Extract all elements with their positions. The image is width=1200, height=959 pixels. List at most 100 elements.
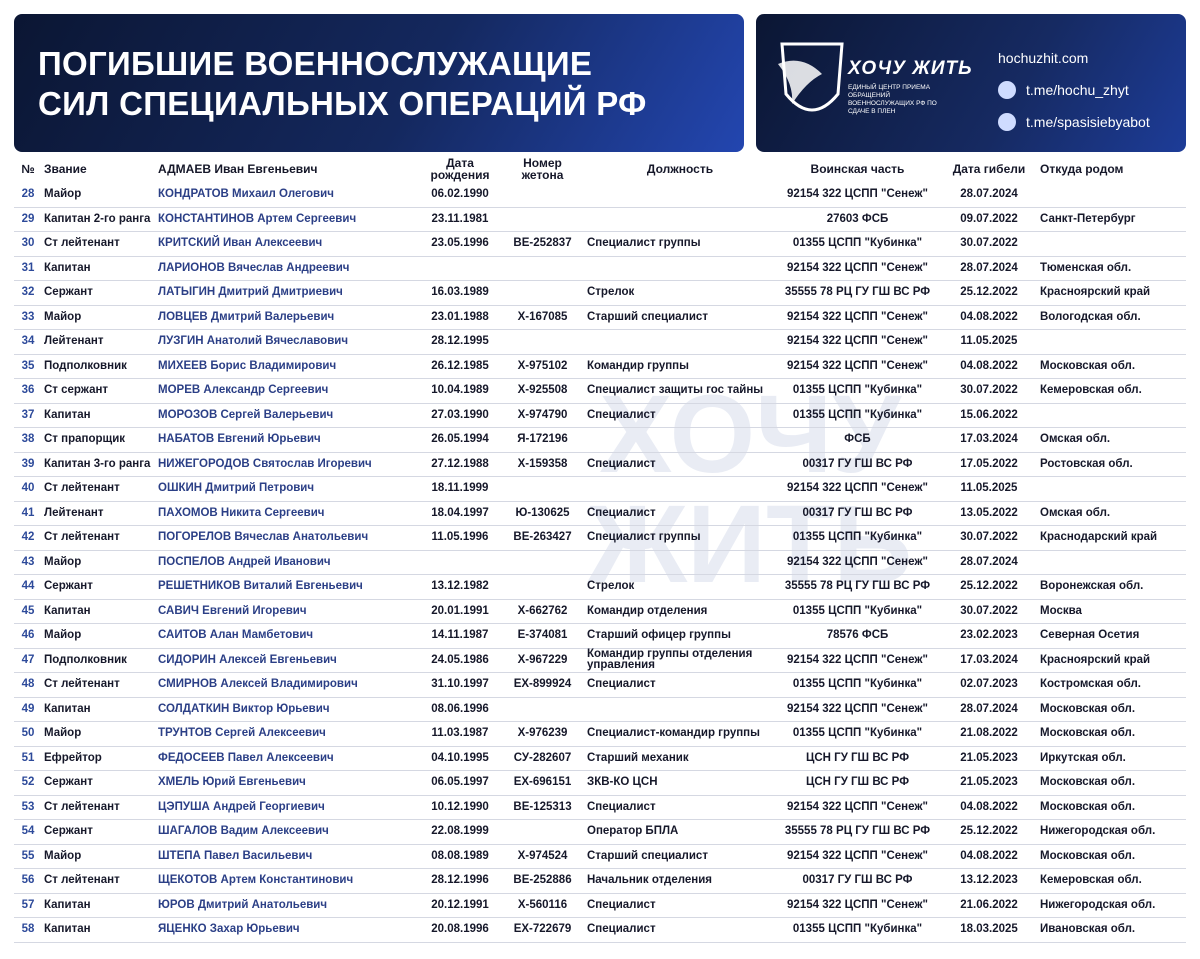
rank: Подполковник	[42, 648, 156, 673]
rank: Капитан	[42, 403, 156, 428]
origin	[1038, 231, 1186, 257]
tag-number: ЕХ-696151	[500, 770, 585, 796]
position: Старший специалист	[585, 844, 775, 869]
table-row: 42 Ст лейтенант ПОГОРЕЛОВ Вячеслав Анатоль…	[14, 525, 1186, 551]
death-date: 21.05.2023	[940, 746, 1038, 771]
column-header: Воинская часть	[810, 162, 905, 176]
birth-date: 20.12.1991	[420, 893, 500, 918]
origin	[1038, 476, 1186, 502]
full-name: ПОСПЕЛОВ Андрей Иванович	[156, 550, 420, 575]
table-row: 44 Сержант РЕШЕТНИКОВ Виталий Евгеньевич 13…	[14, 574, 1186, 600]
logo-emblem	[778, 42, 844, 112]
origin: Московская обл.	[1038, 844, 1186, 869]
military-unit: 92154 322 ЦСПП "Сенеж"	[775, 893, 940, 918]
rank: Капитан	[42, 893, 156, 918]
row-number: 46	[14, 623, 42, 649]
telegram-icon	[998, 113, 1016, 131]
rank: Ст лейтенант	[42, 868, 156, 894]
position: Старший специалист	[585, 305, 775, 330]
link-text[interactable]: t.me/spasisiebyabot	[1026, 114, 1150, 130]
death-date: 25.12.2022	[940, 574, 1038, 600]
full-name: ШТЕПА Павел Васильевич	[156, 844, 420, 869]
column-header: Звание	[44, 162, 87, 176]
table-row: 48 Ст лейтенант СМИРНОВ Алексей Владимиров…	[14, 672, 1186, 698]
tag-number: Х-967229	[500, 648, 585, 673]
table-row: 34 Лейтенант ЛУЗГИН Анатолий Вячеславович 2…	[14, 329, 1186, 355]
military-unit: 01355 ЦСПП "Кубинка"	[775, 599, 940, 624]
death-date: 04.08.2022	[940, 844, 1038, 869]
death-date: 30.07.2022	[940, 231, 1038, 257]
column-header: Дата гибели	[952, 162, 1026, 176]
military-unit: ЦСН ГУ ГШ ВС РФ	[775, 746, 940, 771]
row-number: 43	[14, 550, 42, 575]
birth-date: 22.08.1999	[420, 819, 500, 845]
table-row: 49 Капитан СОЛДАТКИН Виктор Юрьевич 08.06.1…	[14, 697, 1186, 722]
tag-number: ВЕ-125313	[500, 795, 585, 820]
position: Специалист защиты гос тайны	[585, 378, 775, 404]
military-unit: ЦСН ГУ ГШ ВС РФ	[775, 770, 940, 796]
column-header: Должность	[646, 162, 714, 176]
origin: Нижегородская обл.	[1038, 893, 1186, 918]
birth-date: 10.12.1990	[420, 795, 500, 820]
title-line: ПОГИБШИЕ ВОЕННОСЛУЖАЩИЕ	[38, 45, 593, 82]
death-date: 21.08.2022	[940, 721, 1038, 747]
link[interactable]: hochuzhit.com	[998, 42, 1150, 74]
table-row: 47 Подполковник СИДОРИН Алексей Евгеньевич…	[14, 648, 1186, 673]
full-name: СОЛДАТКИН Виктор Юрьевич	[156, 697, 420, 722]
full-name: РЕШЕТНИКОВ Виталий Евгеньевич	[156, 574, 420, 600]
telegram-icon	[998, 81, 1016, 99]
row-number: 50	[14, 721, 42, 747]
birth-date: 08.08.1989	[420, 844, 500, 869]
position: Стрелок	[585, 280, 775, 306]
logo-subtitle: ЕДИНЫЙ ЦЕНТР ПРИЕМА ОБРАЩЕНИЙ ВОЕННОСЛУЖ…	[848, 84, 937, 115]
row-number: 55	[14, 844, 42, 869]
birth-date: 11.03.1987	[420, 721, 500, 747]
origin: Красноярский край	[1038, 648, 1186, 673]
row-number: 48	[14, 672, 42, 698]
link[interactable]: t.me/hochu_zhyt	[998, 74, 1150, 106]
tag-number: ВЕ-252886	[500, 868, 585, 894]
birth-date: 23.01.1988	[420, 305, 500, 330]
military-unit: 92154 322 ЦСПП "Сенеж"	[775, 256, 940, 281]
row-number: 49	[14, 697, 42, 722]
position: Оператор БПЛА	[585, 819, 775, 845]
link-text[interactable]: hochuzhit.com	[998, 50, 1089, 66]
death-date: 15.06.2022	[940, 403, 1038, 428]
link-text[interactable]: t.me/hochu_zhyt	[1026, 82, 1129, 98]
table-row: 39 Капитан 3-го ранга НИЖЕГОРОДОВ Святосла…	[14, 452, 1186, 477]
link[interactable]: t.me/spasisiebyabot	[998, 106, 1150, 138]
tag-number: Х-975102	[500, 354, 585, 379]
tag-number: Х-974790	[500, 403, 585, 428]
rank: Майор	[42, 623, 156, 649]
tag-number: Е-374081	[500, 623, 585, 649]
origin: Ростовская обл.	[1038, 452, 1186, 477]
position	[585, 697, 775, 722]
title: ПОГИБШИЕ ВОЕННОСЛУЖАЩИЕ СИЛ СПЕЦИАЛЬНЫХ О…	[38, 44, 647, 124]
death-date: 21.06.2022	[940, 893, 1038, 918]
origin: Московская обл.	[1038, 697, 1186, 722]
death-date: 17.03.2024	[940, 648, 1038, 673]
origin: Московская обл.	[1038, 354, 1186, 379]
military-unit: 01355 ЦСПП "Кубинка"	[775, 525, 940, 551]
origin: Кемеровская обл.	[1038, 868, 1186, 894]
rank: Майор	[42, 183, 156, 208]
origin: Нижегородская обл.	[1038, 819, 1186, 845]
tag-number	[500, 256, 585, 281]
military-unit: 92154 322 ЦСПП "Сенеж"	[775, 183, 940, 208]
rank: Ефрейтор	[42, 746, 156, 771]
full-name: ПОГОРЕЛОВ Вячеслав Анатольевич	[156, 525, 420, 551]
position	[585, 329, 775, 355]
origin	[1038, 183, 1186, 208]
column-header: АДМАЕВ Иван Евгеньевич	[158, 162, 318, 176]
tag-number	[500, 550, 585, 575]
rank: Капитан	[42, 697, 156, 722]
full-name: КОНДРАТОВ Михаил Олегович	[156, 183, 420, 208]
rank: Майор	[42, 844, 156, 869]
header-row: № Звание АДМАЕВ Иван Евгеньевич Дата рожден…	[14, 155, 1186, 183]
military-unit: 92154 322 ЦСПП "Сенеж"	[775, 476, 940, 502]
military-unit: 27603 ФСБ	[775, 207, 940, 232]
death-date: 23.02.2023	[940, 623, 1038, 649]
tag-number: СУ-282607	[500, 746, 585, 771]
full-name: СМИРНОВ Алексей Владимирович	[156, 672, 420, 698]
rank: Капитан 3-го ранга	[42, 452, 156, 477]
